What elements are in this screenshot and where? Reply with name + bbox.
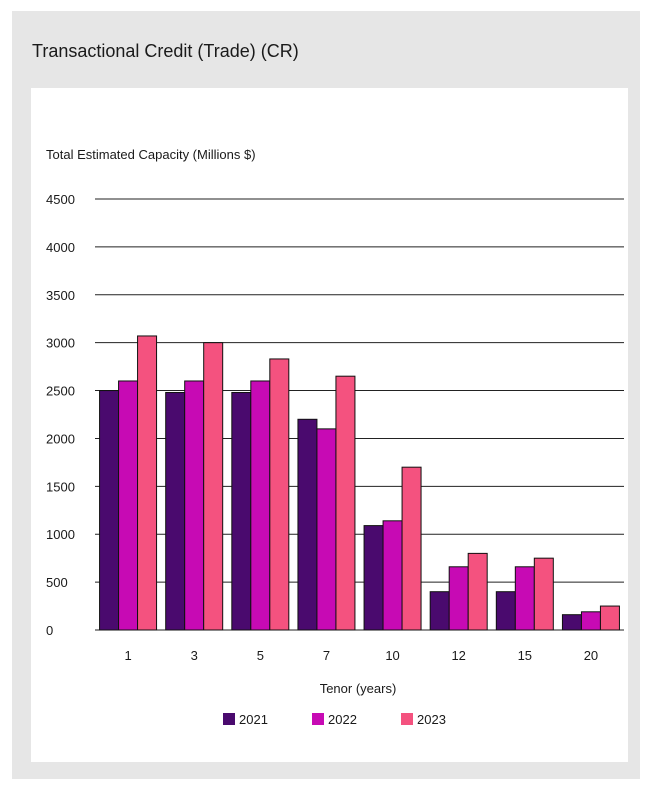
bar-2021-3 [165, 391, 186, 631]
chart-panel: Total Estimated Capacity (Millions $) 0 5… [31, 88, 628, 762]
legend-label-2022: 2022 [328, 712, 357, 727]
bar-2022-20 [580, 611, 601, 631]
bar-2023-15 [533, 557, 554, 631]
x-tick-label: 7 [323, 648, 330, 663]
bar-2023-7 [335, 375, 356, 631]
legend-swatch-2022 [312, 713, 324, 725]
bar-2021-1 [99, 390, 120, 631]
bar-2023-5 [269, 358, 290, 631]
bars [99, 335, 620, 631]
bar-2021-12 [429, 591, 450, 631]
bar-2021-10 [363, 525, 384, 631]
bar-2022-12 [448, 566, 469, 631]
y-tick-label: 3000 [46, 336, 75, 351]
bar-2021-15 [495, 591, 516, 631]
legend-label-2021: 2021 [239, 712, 268, 727]
bar-2023-3 [203, 342, 224, 631]
x-tick-label: 5 [257, 648, 264, 663]
y-axis-ticks: 0 500 1000 1500 2000 2500 3000 3500 4000 4500 [46, 192, 75, 638]
y-tick-label: 1000 [46, 527, 75, 542]
bar-2022-3 [184, 380, 205, 631]
y-tick-label: 2500 [46, 384, 75, 399]
y-axis-label: Total Estimated Capacity (Millions $) [46, 147, 256, 162]
bar-2021-5 [231, 391, 252, 631]
y-tick-label: 3500 [46, 288, 75, 303]
legend-swatch-2021 [223, 713, 235, 725]
bar-2022-10 [382, 520, 403, 631]
x-tick-label: 20 [584, 648, 598, 663]
legend-swatch-2023 [401, 713, 413, 725]
x-tick-label: 1 [124, 648, 131, 663]
bar-2021-7 [297, 418, 318, 631]
y-tick-label: 2000 [46, 431, 75, 446]
bar-chart: Total Estimated Capacity (Millions $) 0 5… [46, 147, 624, 727]
bar-2021-20 [561, 614, 582, 631]
bar-2022-5 [250, 380, 271, 631]
y-tick-label: 0 [46, 623, 53, 638]
bar-2023-10 [401, 466, 422, 631]
x-tick-label: 3 [191, 648, 198, 663]
x-tick-label: 12 [451, 648, 465, 663]
x-axis-label: Tenor (years) [320, 681, 397, 696]
legend-label-2023: 2023 [417, 712, 446, 727]
x-tick-label: 15 [518, 648, 532, 663]
bar-2022-15 [514, 566, 535, 631]
bar-2022-1 [118, 380, 139, 631]
chart-card: Transactional Credit (Trade) (CR) Total … [12, 11, 640, 779]
x-tick-label: 10 [385, 648, 399, 663]
legend: 2021 2022 2023 [223, 712, 446, 727]
y-tick-label: 4000 [46, 240, 75, 255]
x-axis-ticks: 1 3 5 7 10 12 15 20 [124, 648, 598, 663]
bar-2023-12 [467, 552, 488, 631]
y-tick-label: 4500 [46, 192, 75, 207]
chart-title: Transactional Credit (Trade) (CR) [32, 41, 299, 61]
bar-2023-20 [599, 605, 620, 631]
y-tick-label: 1500 [46, 479, 75, 494]
y-tick-label: 500 [46, 575, 68, 590]
bar-2022-7 [316, 428, 337, 631]
bar-2023-1 [137, 335, 158, 631]
